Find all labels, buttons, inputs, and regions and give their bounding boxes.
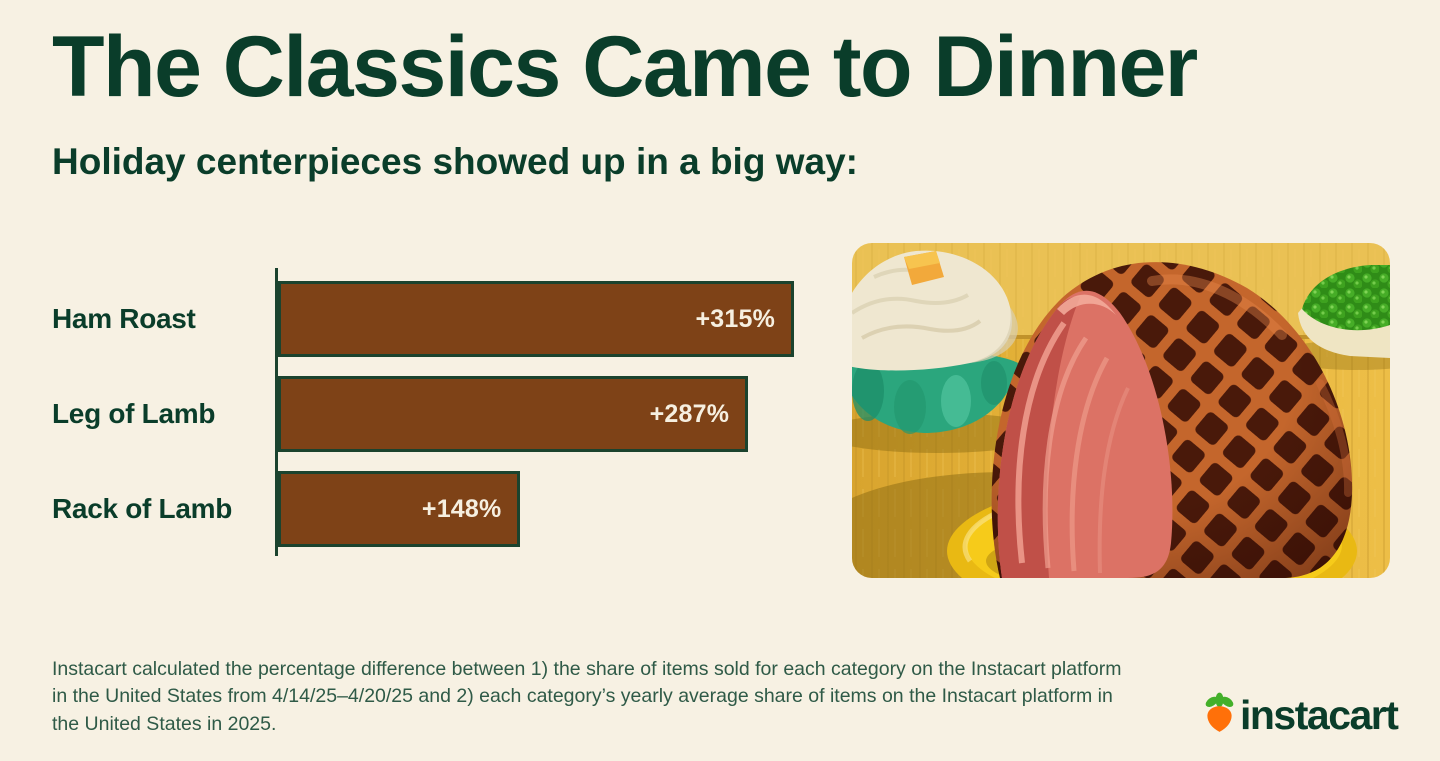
instacart-logo: instacart xyxy=(1204,692,1399,739)
bar-value-ham-roast: +315% xyxy=(695,304,775,333)
bar-chart: Ham Roast +315% Leg of Lamb +287% Rack o… xyxy=(52,268,832,558)
bar-rack-of-lamb: +148% xyxy=(278,471,521,547)
page-subtitle: Holiday centerpieces showed up in a big … xyxy=(52,141,858,182)
chart-row-leg-of-lamb: Leg of Lamb +287% xyxy=(52,376,794,452)
chart-axis-line xyxy=(275,268,278,556)
hero-photo xyxy=(852,243,1390,578)
chart-rows: Ham Roast +315% Leg of Lamb +287% Rack o… xyxy=(52,281,794,547)
bar-track: +287% xyxy=(278,376,794,452)
bar-value-rack-of-lamb: +148% xyxy=(421,494,502,523)
instacart-wordmark: instacart xyxy=(1240,692,1399,738)
bar-leg-of-lamb: +287% xyxy=(278,376,749,452)
bar-value-leg-of-lamb: +287% xyxy=(649,399,730,428)
page-title: The Classics Came to Dinner xyxy=(52,19,1198,115)
bar-track: +315% xyxy=(278,281,794,357)
category-label-leg-of-lamb: Leg of Lamb xyxy=(52,398,216,429)
instacart-carrot-icon xyxy=(1205,692,1234,732)
chart-row-ham-roast: Ham Roast +315% xyxy=(52,281,794,357)
ham-dinner-illustration xyxy=(852,243,1390,578)
chart-row-rack-of-lamb: Rack of Lamb +148% xyxy=(52,471,794,547)
category-label-rack-of-lamb: Rack of Lamb xyxy=(52,493,232,524)
methodology-footnote: Instacart calculated the percentage diff… xyxy=(52,658,1122,735)
category-label-ham-roast: Ham Roast xyxy=(52,303,196,334)
bar-track: +148% xyxy=(278,471,794,547)
bar-ham-roast: +315% xyxy=(278,281,794,357)
